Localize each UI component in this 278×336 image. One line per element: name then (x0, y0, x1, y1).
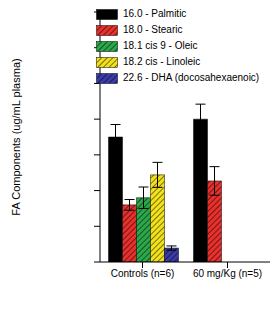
html-text:16.0 - Palmitic: 16.0 - Palmitic (123, 8, 187, 19)
html-text:18.2 cis - Linoleic: 18.2 cis - Linoleic (123, 56, 201, 67)
html-text:18.1 cis 9 - Oleic: 18.1 cis 9 - Oleic (123, 40, 198, 51)
html-text:22.6 - DHA (docosahexaenoic): 22.6 - DHA (docosahexaenoic) (123, 72, 260, 83)
svg-text:60 mg/Kg (n=5): 60 mg/Kg (n=5) (193, 268, 262, 279)
html-text:18.0 - Stearic: 18.0 - Stearic (123, 24, 183, 35)
svg-text:FA Components (ug/mL plasma): FA Components (ug/mL plasma) (10, 58, 22, 215)
svg-text:Controls (n=6): Controls (n=6) (111, 268, 175, 279)
